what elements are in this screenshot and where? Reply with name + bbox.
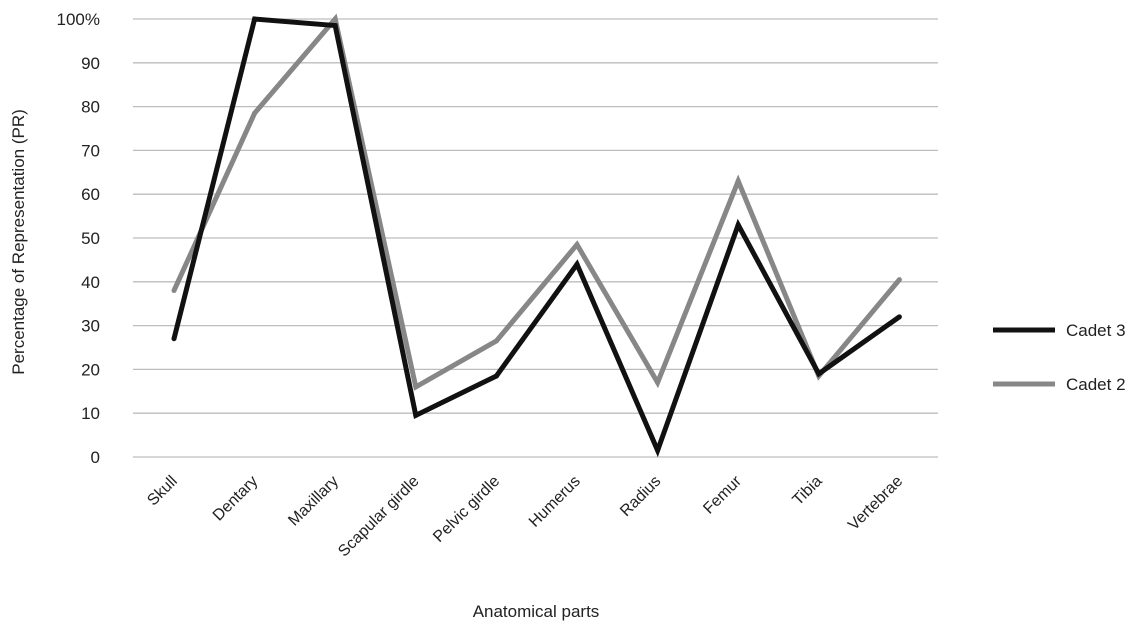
x-category-label: Tibia bbox=[789, 473, 825, 509]
series-lines bbox=[171, 13, 902, 458]
y-tick-label: 30 bbox=[81, 317, 100, 336]
data-point bbox=[574, 261, 580, 267]
legend-label: Cadet 3 bbox=[1066, 321, 1126, 340]
data-point bbox=[816, 371, 822, 377]
data-point bbox=[735, 222, 741, 228]
y-tick-label: 60 bbox=[81, 185, 100, 204]
x-axis-title: Anatomical parts bbox=[473, 602, 600, 621]
data-point bbox=[171, 288, 177, 294]
data-point bbox=[574, 242, 580, 248]
x-category-label: Pelvic girdle bbox=[430, 473, 503, 546]
data-point bbox=[413, 384, 419, 390]
y-axis-ticks: 0 10 20 30 40 50 60 70 80 90 100% bbox=[57, 10, 100, 467]
data-point bbox=[493, 373, 499, 379]
y-tick-label: 0 bbox=[91, 448, 100, 467]
x-category-label: Maxillary bbox=[285, 473, 342, 530]
x-category-label: Vertebrae bbox=[845, 473, 906, 534]
data-point bbox=[655, 380, 661, 386]
y-tick-label: 100% bbox=[57, 10, 100, 29]
data-point bbox=[735, 178, 741, 184]
series-line bbox=[171, 13, 902, 391]
x-category-label: Scapular girdle bbox=[335, 473, 423, 561]
series-line bbox=[171, 16, 901, 458]
y-tick-label: 10 bbox=[81, 404, 100, 423]
x-category-label: Radius bbox=[617, 473, 664, 520]
y-axis-title: Percentage of Representation (PR) bbox=[9, 109, 28, 375]
data-point bbox=[332, 23, 338, 29]
data-point bbox=[493, 338, 499, 344]
y-tick-label: 90 bbox=[81, 54, 100, 73]
y-tick-label: 20 bbox=[81, 360, 100, 379]
x-category-label: Dentary bbox=[210, 473, 262, 525]
x-category-label: Skull bbox=[144, 473, 181, 510]
data-point bbox=[896, 277, 902, 283]
data-point bbox=[896, 314, 902, 320]
data-point bbox=[252, 16, 258, 22]
data-point bbox=[171, 336, 177, 342]
data-point bbox=[252, 110, 258, 116]
gridlines bbox=[133, 18, 938, 458]
y-tick-label: 80 bbox=[81, 98, 100, 117]
legend-label: Cadet 2 bbox=[1066, 375, 1126, 394]
x-category-label: Humerus bbox=[526, 473, 584, 531]
data-point bbox=[332, 16, 338, 22]
data-point bbox=[655, 447, 661, 453]
x-category-label: Femur bbox=[700, 472, 745, 517]
y-tick-label: 70 bbox=[81, 141, 100, 160]
data-point bbox=[413, 412, 419, 418]
y-tick-label: 50 bbox=[81, 229, 100, 248]
legend: Cadet 3 Cadet 2 bbox=[993, 321, 1126, 394]
y-tick-label: 40 bbox=[81, 273, 100, 292]
